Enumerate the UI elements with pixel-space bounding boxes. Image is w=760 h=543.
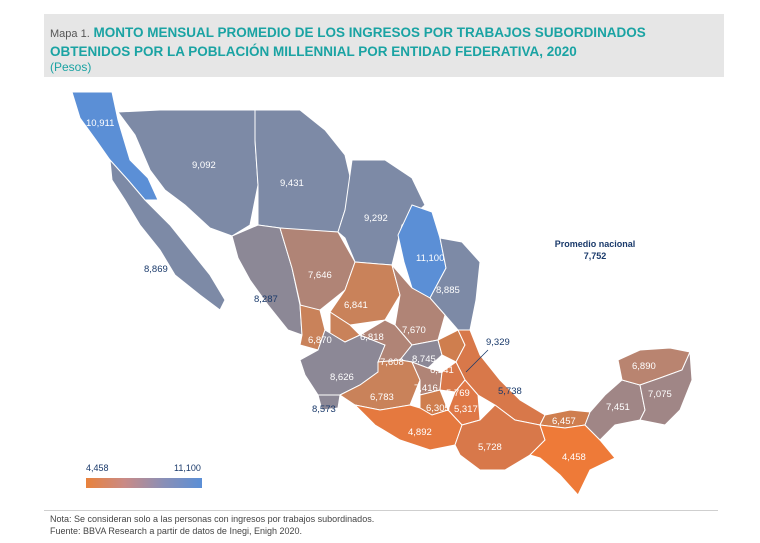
national-average-label: Promedio nacional: [555, 239, 636, 249]
state-value-label: 11,100: [416, 253, 444, 264]
region-baja-california: [71, 91, 159, 201]
state-value-label: 8,573: [312, 404, 336, 415]
region-chiapas: [529, 424, 616, 496]
state-value-label: 8,745: [412, 354, 436, 365]
map-number: Mapa 1.: [50, 28, 90, 40]
legend-color-ramp: [86, 478, 202, 488]
national-average-value: 7,752: [584, 251, 607, 261]
region-colima: [317, 394, 341, 411]
state-value-label: 4,458: [562, 452, 586, 463]
region-durango: [279, 227, 356, 313]
state-value-label: 5,738: [498, 386, 522, 397]
region-baja-california-sur: [109, 158, 226, 311]
state-value-label: 5,728: [478, 442, 502, 453]
state-value-label: 4,892: [408, 427, 432, 438]
state-value-label: 6,841: [344, 300, 368, 311]
state-value-label: 6,783: [370, 392, 394, 403]
state-value-label: 6,890: [632, 361, 656, 372]
map-title: Mapa 1. MONTO MENSUAL PROMEDIO DE LOS IN…: [50, 24, 718, 60]
map-title-text: MONTO MENSUAL PROMEDIO DE LOS INGRESOS P…: [50, 25, 646, 59]
legend-min-label: 4,458: [86, 463, 109, 473]
state-value-label: 5,769: [446, 388, 470, 399]
state-value-label: 8,287: [254, 294, 278, 305]
state-value-label: 9,092: [192, 160, 216, 171]
state-value-label: 7,451: [606, 402, 630, 413]
footnote-nota: Nota: Se consideran solo a las personas …: [50, 514, 375, 524]
region-guerrero: [353, 404, 463, 451]
state-value-label: 6,818: [360, 332, 384, 343]
footer-divider: [44, 510, 718, 511]
state-value-label: 10,911: [86, 118, 114, 129]
state-value-label: 6,870: [308, 335, 332, 346]
state-value-label: 7,075: [648, 389, 672, 400]
state-value-label: 7,608: [380, 357, 404, 368]
state-value-label: 8,626: [330, 372, 354, 383]
leader-line: [465, 349, 489, 373]
state-value-label: 6,241: [430, 365, 454, 376]
state-value-label: 8,869: [144, 264, 168, 275]
state-value-label: 9,292: [364, 213, 388, 224]
map-header: Mapa 1. MONTO MENSUAL PROMEDIO DE LOS IN…: [44, 14, 724, 77]
state-value-label: 9,431: [280, 178, 304, 189]
footnote-fuente: Fuente: BBVA Research a partir de datos …: [50, 526, 302, 536]
state-value-label: 5,317: [454, 404, 478, 415]
state-value-label: 6,457: [552, 416, 576, 427]
state-value-label: 7,416: [414, 383, 438, 394]
region-quintana-roo: [639, 351, 693, 426]
state-value-label: 9,329: [486, 337, 510, 348]
region-chihuahua: [254, 109, 353, 233]
state-value-label: 6,305: [426, 403, 450, 414]
state-value-label: 7,646: [308, 270, 332, 281]
mexico-map: 10,911 9,092 9,431 9,292 11,100 8,869 8,…: [71, 91, 693, 496]
legend-max-label: 11,100: [174, 463, 201, 473]
map-subtitle: (Pesos): [50, 60, 92, 74]
state-value-label: 7,670: [402, 325, 426, 336]
state-value-label: 8,885: [436, 285, 460, 296]
